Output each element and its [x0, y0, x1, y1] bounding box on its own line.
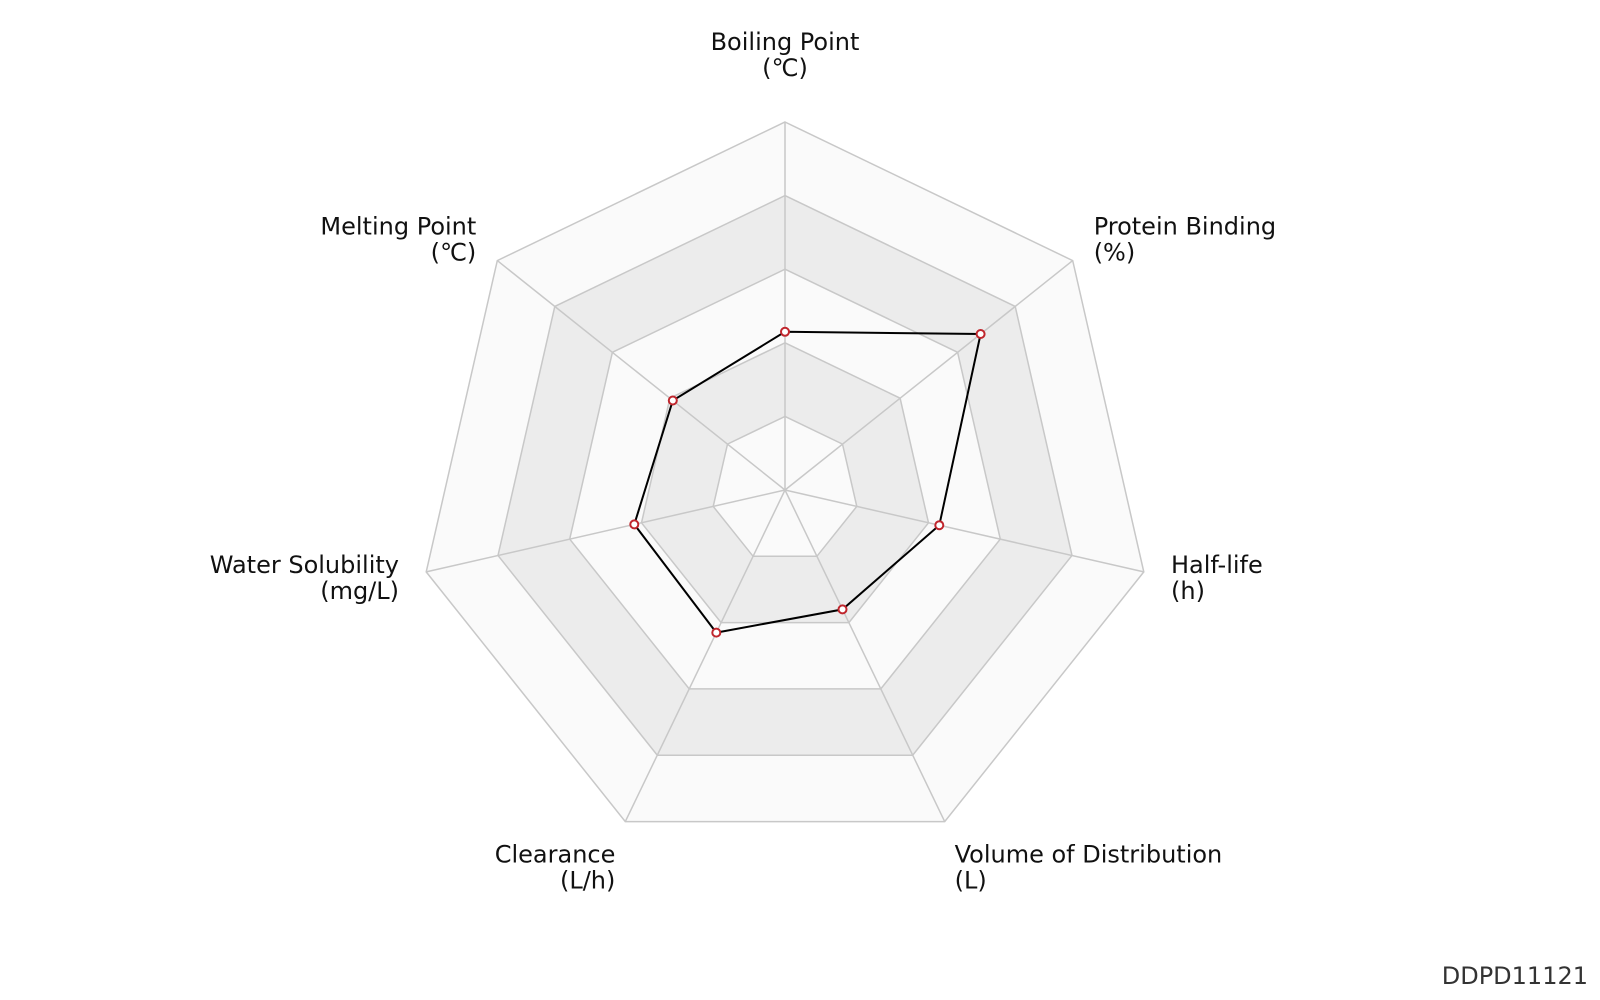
series-line	[633, 330, 982, 634]
axis-name: Water Solubility	[210, 551, 399, 579]
axis-unit: (L/h)	[560, 866, 615, 894]
axis-name: Protein Binding	[1094, 213, 1276, 241]
spoke-1	[784, 260, 1074, 491]
axis-label-5: Water Solubility (mg/L)	[210, 551, 399, 605]
axis-label-3: Volume of Distribution (L)	[955, 840, 1223, 894]
axis-unit: (%)	[1094, 239, 1136, 267]
data-point-5	[629, 519, 640, 530]
spoke-3	[784, 489, 946, 822]
axis-unit: (℃)	[762, 54, 808, 82]
axis-unit: (mg/L)	[320, 577, 399, 605]
axis-label-1: Protein Binding (%)	[1094, 213, 1276, 267]
spoke-5	[426, 489, 786, 573]
data-point-4	[711, 627, 722, 638]
data-point-0	[780, 326, 790, 337]
data-series	[629, 326, 986, 638]
axis-spokes	[426, 122, 1144, 822]
data-point-1	[975, 329, 986, 339]
data-point-3	[837, 604, 848, 615]
axis-unit: (L)	[955, 866, 987, 894]
data-point-6	[667, 395, 678, 406]
axis-label-0: Boiling Point (℃)	[711, 28, 860, 82]
data-point-2	[934, 520, 945, 531]
axis-label-6: Melting Point (℃)	[320, 213, 476, 267]
spoke-6	[496, 260, 786, 491]
axis-unit: (h)	[1171, 577, 1205, 605]
spoke-2	[784, 489, 1144, 573]
axis-name: Melting Point	[320, 213, 476, 241]
axis-label-4: Clearance (L/h)	[495, 840, 616, 894]
axis-name: Half-life	[1171, 551, 1263, 579]
axis-label-2: Half-life (h)	[1171, 551, 1263, 605]
axis-name: Boiling Point	[711, 28, 860, 56]
spoke-4	[624, 489, 786, 822]
axis-name: Volume of Distribution	[955, 840, 1223, 868]
axis-unit: (℃)	[431, 239, 477, 267]
figure-id-label: DDPD11121	[1441, 962, 1588, 990]
axis-labels: Boiling Point (℃)Protein Binding (%)Half-l…	[210, 28, 1276, 894]
axis-name: Clearance	[495, 840, 616, 868]
